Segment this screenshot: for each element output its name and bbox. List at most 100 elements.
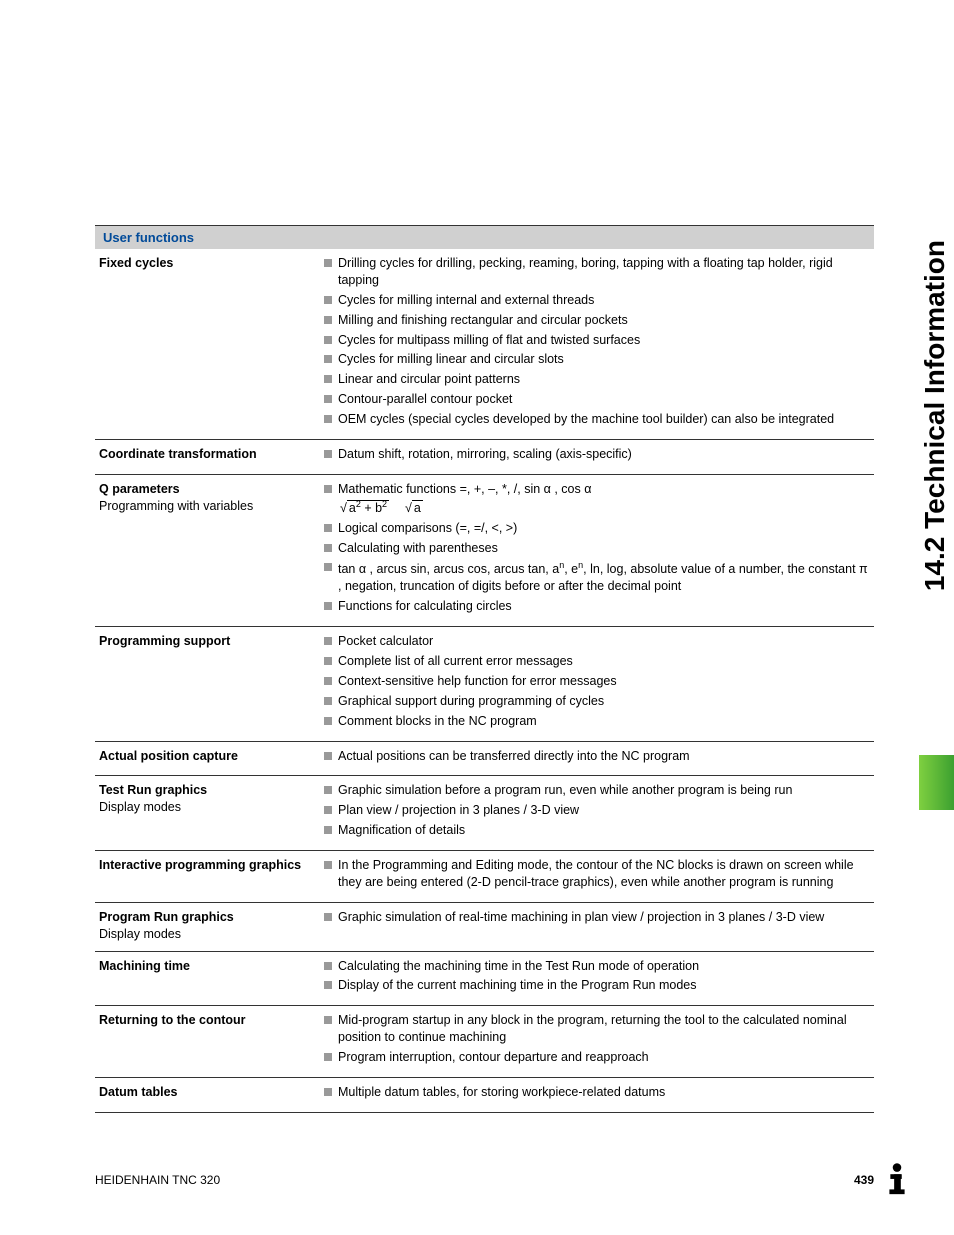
bullet-icon	[324, 415, 332, 423]
row-content: Pocket calculator Complete list of all cu…	[320, 627, 874, 741]
section-header: User functions	[95, 225, 874, 249]
bullet-icon	[324, 1053, 332, 1061]
bullet-item: Cycles for multipass milling of flat and…	[324, 332, 870, 349]
bullet-text: Contour-parallel contour pocket	[338, 391, 870, 408]
row-content: Graphic simulation before a program run,…	[320, 776, 874, 851]
bullet-item: Mathematic functions =, +, –, *, /, sin …	[324, 481, 870, 517]
row-content: Calculating the machining time in the Te…	[320, 951, 874, 1006]
bullet-item: Calculating with parentheses	[324, 540, 870, 557]
bullet-icon	[324, 355, 332, 363]
row-content: Datum shift, rotation, mirroring, scalin…	[320, 439, 874, 474]
table-row: Q parametersProgramming with variablesMa…	[95, 474, 874, 626]
bullet-item: Complete list of all current error messa…	[324, 653, 870, 670]
bullet-text: In the Programming and Editing mode, the…	[338, 857, 870, 891]
row-label: Machining time	[95, 951, 320, 1006]
bullet-item: Linear and circular point patterns	[324, 371, 870, 388]
table-row: Actual position captureActual positions …	[95, 741, 874, 776]
bullet-item: Plan view / projection in 3 planes / 3-D…	[324, 802, 870, 819]
row-content: Drilling cycles for drilling, pecking, r…	[320, 249, 874, 439]
side-tab	[919, 755, 954, 810]
bullet-item: OEM cycles (special cycles developed by …	[324, 411, 870, 428]
bullet-item: In the Programming and Editing mode, the…	[324, 857, 870, 891]
bullet-item: Mid-program startup in any block in the …	[324, 1012, 870, 1046]
bullet-item: Display of the current machining time in…	[324, 977, 870, 994]
bullet-item: Multiple datum tables, for storing workp…	[324, 1084, 870, 1101]
bullet-icon	[324, 637, 332, 645]
bullet-text: Logical comparisons (=, =/, <, >)	[338, 520, 870, 537]
bullet-icon	[324, 316, 332, 324]
bullet-item: Magnification of details	[324, 822, 870, 839]
bullet-item: Pocket calculator	[324, 633, 870, 650]
bullet-icon	[324, 563, 332, 571]
table-row: Datum tablesMultiple datum tables, for s…	[95, 1077, 874, 1112]
bullet-text: Calculating the machining time in the Te…	[338, 958, 870, 975]
bullet-text: Display of the current machining time in…	[338, 977, 870, 994]
bullet-item: Actual positions can be transferred dire…	[324, 748, 870, 765]
bullet-item: Graphic simulation before a program run,…	[324, 782, 870, 799]
bullet-icon	[324, 913, 332, 921]
row-label: Fixed cycles	[95, 249, 320, 439]
bullet-icon	[324, 981, 332, 989]
row-content: Mathematic functions =, +, –, *, /, sin …	[320, 474, 874, 626]
bullet-item: Functions for calculating circles	[324, 598, 870, 615]
bullet-text: tan α , arcus sin, arcus cos, arcus tan,…	[338, 559, 870, 595]
bullet-item: Graphic simulation of real-time machinin…	[324, 909, 870, 926]
bullet-text: Cycles for milling linear and circular s…	[338, 351, 870, 368]
bullet-item: Logical comparisons (=, =/, <, >)	[324, 520, 870, 537]
bullet-icon	[324, 806, 332, 814]
footer-product: HEIDENHAIN TNC 320	[95, 1173, 220, 1187]
bullet-item: Comment blocks in the NC program	[324, 713, 870, 730]
bullet-text: Graphic simulation before a program run,…	[338, 782, 870, 799]
bullet-icon	[324, 259, 332, 267]
table-row: Program Run graphicsDisplay modesGraphic…	[95, 902, 874, 951]
table-row: Machining time Calculating the machining …	[95, 951, 874, 1006]
bullet-text: Cycles for multipass milling of flat and…	[338, 332, 870, 349]
bullet-item: Drilling cycles for drilling, pecking, r…	[324, 255, 870, 289]
bullet-text: Context-sensitive help function for erro…	[338, 673, 870, 690]
bullet-text: Calculating with parentheses	[338, 540, 870, 557]
bullet-icon	[324, 657, 332, 665]
row-label: Q parametersProgramming with variables	[95, 474, 320, 626]
page-footer: HEIDENHAIN TNC 320 439	[95, 1173, 874, 1187]
table-row: Interactive programming graphics In the P…	[95, 851, 874, 903]
bullet-text: Plan view / projection in 3 planes / 3-D…	[338, 802, 870, 819]
row-content: Multiple datum tables, for storing workp…	[320, 1077, 874, 1112]
bullet-icon	[324, 544, 332, 552]
bullet-item: Context-sensitive help function for erro…	[324, 673, 870, 690]
table-row: Fixed cycles Drilling cycles for drilling…	[95, 249, 874, 439]
bullet-text: Graphic simulation of real-time machinin…	[338, 909, 870, 926]
bullet-text: Multiple datum tables, for storing workp…	[338, 1084, 870, 1101]
bullet-icon	[324, 786, 332, 794]
user-functions-table: Fixed cycles Drilling cycles for drilling…	[95, 249, 874, 1113]
bullet-item: Cycles for milling linear and circular s…	[324, 351, 870, 368]
bullet-text: Graphical support during programming of …	[338, 693, 870, 710]
bullet-icon	[324, 336, 332, 344]
footer-page-number: 439	[854, 1173, 874, 1187]
bullet-text: Actual positions can be transferred dire…	[338, 748, 870, 765]
bullet-icon	[324, 524, 332, 532]
bullet-icon	[324, 375, 332, 383]
bullet-icon	[324, 697, 332, 705]
row-content: In the Programming and Editing mode, the…	[320, 851, 874, 903]
bullet-text: Comment blocks in the NC program	[338, 713, 870, 730]
table-row: Coordinate transformationDatum shift, ro…	[95, 439, 874, 474]
bullet-icon	[324, 450, 332, 458]
row-content: Graphic simulation of real-time machinin…	[320, 902, 874, 951]
bullet-text: Program interruption, contour departure …	[338, 1049, 870, 1066]
info-icon	[878, 1159, 916, 1197]
row-content: Actual positions can be transferred dire…	[320, 741, 874, 776]
bullet-icon	[324, 677, 332, 685]
row-label: Programming support	[95, 627, 320, 741]
bullet-item: Program interruption, contour departure …	[324, 1049, 870, 1066]
bullet-item: tan α , arcus sin, arcus cos, arcus tan,…	[324, 559, 870, 595]
row-content: Mid-program startup in any block in the …	[320, 1006, 874, 1078]
bullet-icon	[324, 752, 332, 760]
bullet-text: Mid-program startup in any block in the …	[338, 1012, 870, 1046]
bullet-icon	[324, 296, 332, 304]
bullet-text: Drilling cycles for drilling, pecking, r…	[338, 255, 870, 289]
table-row: Test Run graphicsDisplay modesGraphic si…	[95, 776, 874, 851]
row-label: Interactive programming graphics	[95, 851, 320, 903]
row-label: Returning to the contour	[95, 1006, 320, 1078]
bullet-text: Pocket calculator	[338, 633, 870, 650]
bullet-text: Linear and circular point patterns	[338, 371, 870, 388]
